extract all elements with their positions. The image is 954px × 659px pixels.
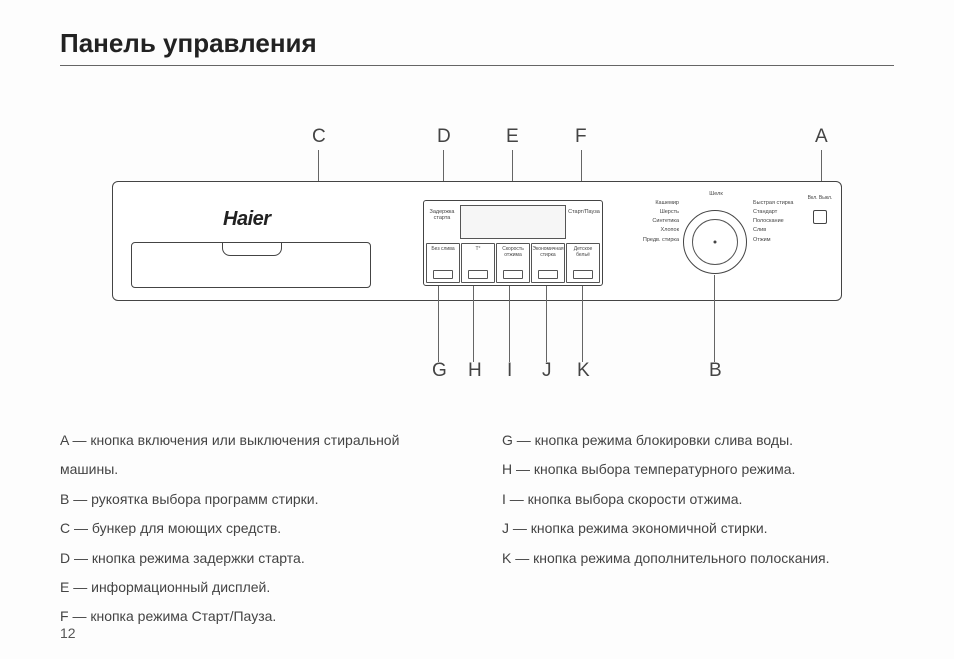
control-panel-diagram: C D E F A Haier Задержка старта Старт/Па…: [112, 126, 842, 386]
legend-item: F — кнопка режима Старт/Пауза.: [60, 602, 452, 631]
legend-item: K — кнопка режима дополнительного полоск…: [502, 544, 894, 573]
callout-A: A: [815, 126, 828, 148]
legend-right-column: G — кнопка режима блокировки слива воды.…: [502, 426, 894, 632]
dial-label-top: Шелк: [701, 191, 731, 198]
legend-item: H — кнопка выбора температурного режима.: [502, 455, 894, 484]
button-row: Без слива T° Скорость отжима Экономичная…: [426, 243, 600, 283]
legend-item: D — кнопка режима задержки старта.: [60, 544, 452, 573]
legend-item: G — кнопка режима блокировки слива воды.: [502, 426, 894, 455]
dial-labels-left: Кашемир Шерсть Синтетика Хлопок Предв. с…: [625, 200, 679, 246]
dial-label: Хлопок: [625, 227, 679, 234]
callout-F: F: [575, 126, 587, 148]
legend-item: E — информационный дисплей.: [60, 573, 452, 602]
callout-K: K: [577, 360, 590, 382]
callout-H: H: [468, 360, 482, 382]
dial-labels-right: Быстрая стирка Стандарт Полоскание Слив …: [753, 200, 803, 246]
leader-line: [438, 286, 439, 362]
leader-line: [714, 275, 715, 362]
program-dial[interactable]: [683, 210, 747, 274]
legend-item: B — рукоятка выбора программ стирки.: [60, 485, 452, 514]
btn-no-drain[interactable]: Без слива: [426, 243, 460, 283]
callout-E: E: [506, 126, 519, 148]
legend-item: I — кнопка выбора скорости отжима.: [502, 485, 894, 514]
dial-label: Отжим: [753, 237, 803, 244]
bottom-callout-labels: G H I J K B: [112, 360, 842, 386]
delay-start-label: Задержка старта: [426, 203, 458, 241]
brand-logo: Haier: [223, 208, 271, 231]
dial-label: Быстрая стирка: [753, 200, 803, 207]
callout-I: I: [507, 360, 512, 382]
callout-J: J: [542, 360, 552, 382]
dial-label: Слив: [753, 227, 803, 234]
dial-center-icon: [714, 241, 717, 244]
top-callout-labels: C D E F A: [112, 126, 842, 156]
appliance-panel: Haier Задержка старта Старт/Пауза Без сл…: [112, 181, 842, 301]
btn-eco-wash[interactable]: Экономичная стирка: [531, 243, 565, 283]
power-label: Вкл. Выкл.: [807, 196, 833, 201]
tray-handle: [222, 242, 282, 256]
power-button[interactable]: [813, 210, 827, 224]
btn-temperature[interactable]: T°: [461, 243, 495, 283]
leader-line: [582, 286, 583, 362]
legend-item: A — кнопка включения или выключения стир…: [60, 426, 452, 485]
callout-G: G: [432, 360, 447, 382]
legend-item: J — кнопка режима экономичной стирки.: [502, 514, 894, 543]
callout-B: B: [709, 360, 722, 382]
leader-line: [473, 286, 474, 362]
start-pause-label: Старт/Пауза: [568, 203, 600, 241]
dial-label: Кашемир: [625, 200, 679, 207]
leader-line: [546, 286, 547, 362]
callout-D: D: [437, 126, 451, 148]
dial-label: Стандарт: [753, 209, 803, 216]
legend: A — кнопка включения или выключения стир…: [60, 426, 894, 632]
detergent-tray: [131, 242, 371, 288]
display-module: Задержка старта Старт/Пауза Без слива T°…: [423, 200, 603, 286]
legend-left-column: A — кнопка включения или выключения стир…: [60, 426, 452, 632]
lcd-screen: [460, 205, 566, 239]
legend-item: C — бункер для моющих средств.: [60, 514, 452, 543]
leader-line: [509, 286, 510, 362]
dial-label: Предв. стирка: [625, 237, 679, 244]
dial-label: Шерсть: [625, 209, 679, 216]
dial-label: Синтетика: [625, 218, 679, 225]
btn-baby-care[interactable]: Детское бельё: [566, 243, 600, 283]
btn-spin-speed[interactable]: Скорость отжима: [496, 243, 530, 283]
page-number: 12: [60, 625, 76, 641]
page-title: Панель управления: [60, 28, 894, 66]
dial-label: Полоскание: [753, 218, 803, 225]
callout-C: C: [312, 126, 326, 148]
